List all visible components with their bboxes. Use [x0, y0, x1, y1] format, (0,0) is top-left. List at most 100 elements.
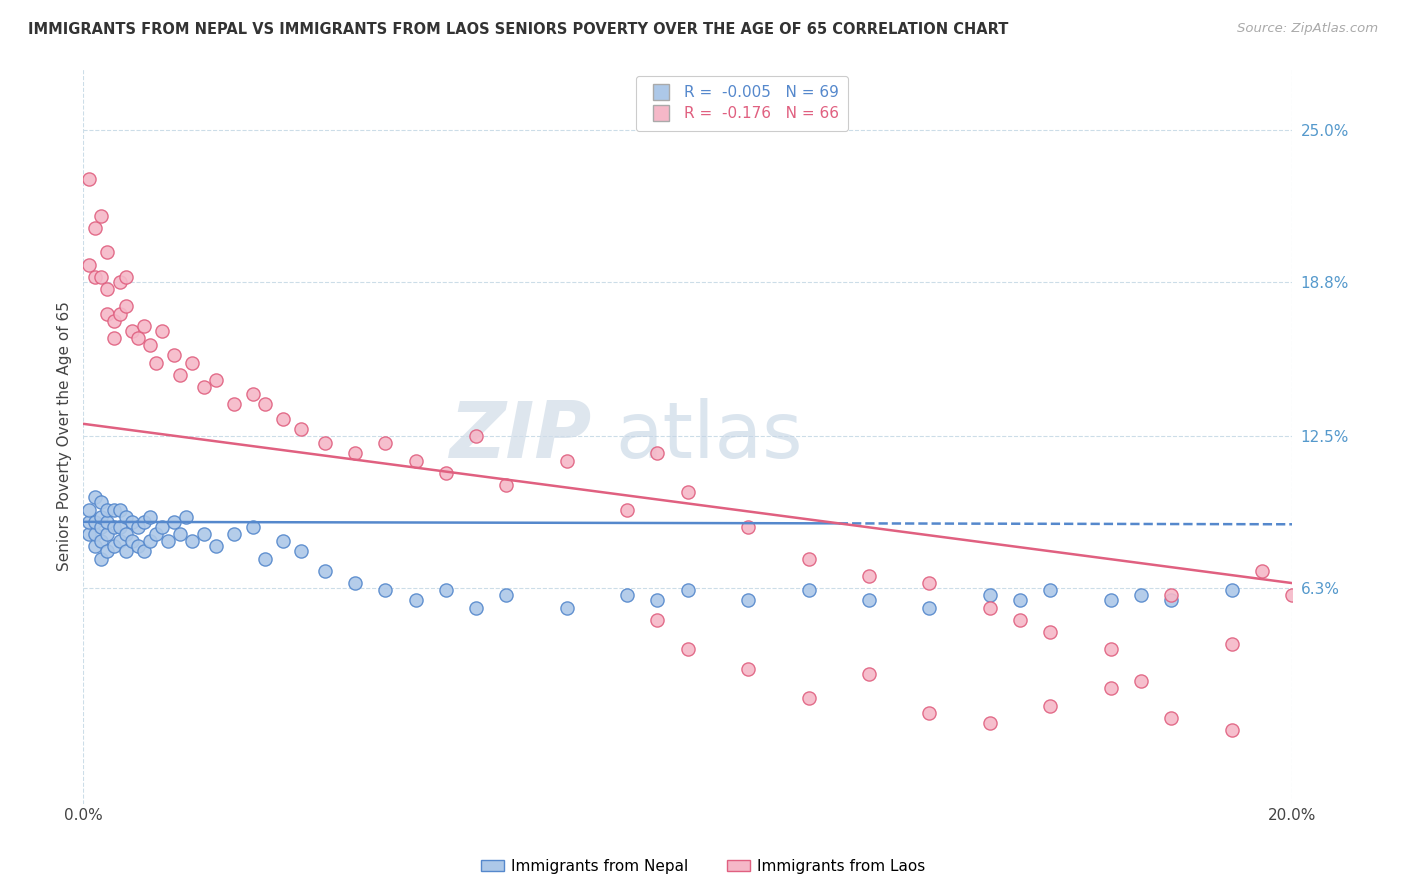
Point	[150, 520, 173, 534]
Point	[979, 600, 1001, 615]
Point	[1130, 674, 1153, 689]
Point	[1281, 588, 1303, 602]
Point	[84, 220, 107, 235]
Point	[1039, 583, 1062, 598]
Point	[156, 534, 179, 549]
Point	[979, 588, 1001, 602]
Text: atlas: atlas	[616, 398, 803, 474]
Point	[96, 502, 118, 516]
Point	[676, 583, 699, 598]
Point	[1251, 564, 1274, 578]
Point	[121, 324, 143, 338]
Point	[374, 436, 396, 450]
Point	[314, 564, 336, 578]
Point	[205, 539, 228, 553]
Point	[253, 551, 276, 566]
Point	[1010, 593, 1032, 607]
Point	[290, 422, 312, 436]
Point	[1039, 698, 1062, 713]
Point	[90, 551, 112, 566]
Point	[271, 534, 294, 549]
Point	[163, 515, 186, 529]
Point	[271, 412, 294, 426]
Point	[676, 485, 699, 500]
Point	[114, 510, 136, 524]
Point	[242, 520, 264, 534]
Point	[193, 527, 215, 541]
Point	[616, 588, 638, 602]
Point	[979, 715, 1001, 730]
Text: Source: ZipAtlas.com: Source: ZipAtlas.com	[1237, 22, 1378, 36]
Point	[79, 527, 101, 541]
Point	[434, 466, 457, 480]
Point	[139, 510, 162, 524]
Point	[121, 515, 143, 529]
Point	[465, 429, 488, 443]
Point	[193, 380, 215, 394]
Point	[647, 613, 669, 627]
Point	[96, 282, 118, 296]
Point	[314, 436, 336, 450]
Point	[132, 515, 155, 529]
Point	[616, 502, 638, 516]
Point	[205, 373, 228, 387]
Point	[858, 593, 880, 607]
Point	[139, 338, 162, 352]
Point	[132, 544, 155, 558]
Point	[181, 355, 204, 369]
Point	[132, 318, 155, 333]
Point	[84, 491, 107, 505]
Point	[127, 520, 149, 534]
Point	[555, 600, 578, 615]
Point	[374, 583, 396, 598]
Point	[108, 520, 131, 534]
Point	[121, 534, 143, 549]
Point	[1130, 588, 1153, 602]
Point	[103, 520, 125, 534]
Point	[290, 544, 312, 558]
Point	[918, 576, 941, 591]
Point	[253, 397, 276, 411]
Point	[169, 368, 191, 382]
Point	[405, 593, 427, 607]
Y-axis label: Seniors Poverty Over the Age of 65: Seniors Poverty Over the Age of 65	[58, 301, 72, 571]
Point	[114, 544, 136, 558]
Point	[79, 258, 101, 272]
Point	[79, 171, 101, 186]
Point	[224, 527, 246, 541]
Point	[434, 583, 457, 598]
Point	[145, 355, 167, 369]
Point	[108, 502, 131, 516]
Point	[1220, 583, 1243, 598]
Point	[108, 307, 131, 321]
Point	[114, 299, 136, 313]
Point	[139, 534, 162, 549]
Point	[797, 583, 820, 598]
Point	[737, 520, 759, 534]
Point	[145, 527, 167, 541]
Point	[1099, 681, 1122, 696]
Point	[1010, 613, 1032, 627]
Point	[150, 324, 173, 338]
Point	[858, 666, 880, 681]
Legend: R =  -0.005   N = 69, R =  -0.176   N = 66: R = -0.005 N = 69, R = -0.176 N = 66	[637, 76, 848, 130]
Point	[84, 539, 107, 553]
Point	[90, 534, 112, 549]
Point	[90, 495, 112, 509]
Point	[242, 387, 264, 401]
Point	[90, 209, 112, 223]
Point	[103, 539, 125, 553]
Point	[84, 515, 107, 529]
Point	[84, 527, 107, 541]
Point	[676, 642, 699, 657]
Point	[108, 534, 131, 549]
Point	[79, 502, 101, 516]
Point	[1099, 642, 1122, 657]
Point	[96, 527, 118, 541]
Point	[103, 314, 125, 328]
Point	[127, 331, 149, 345]
Point	[1099, 593, 1122, 607]
Point	[1160, 593, 1182, 607]
Point	[96, 245, 118, 260]
Point	[79, 515, 101, 529]
